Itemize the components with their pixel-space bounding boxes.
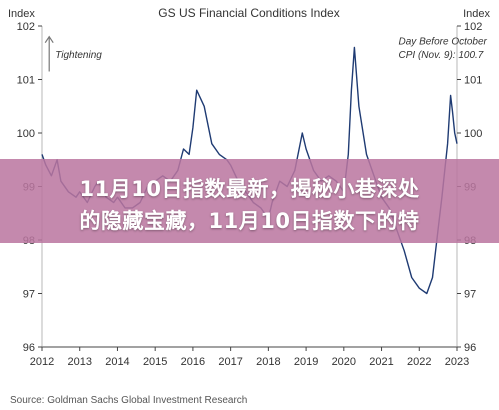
banner-line-2: 的隐藏宝藏，11月10日指数下的特 — [79, 209, 420, 233]
x-tick-label-2012: 2012 — [30, 356, 54, 368]
x-tick-label-2015: 2015 — [143, 356, 167, 368]
y-tick-label-left-101: 101 — [17, 75, 35, 87]
annotation-0: Tightening — [55, 50, 102, 61]
x-tick-label-2019: 2019 — [294, 356, 318, 368]
y-tick-label-left-97: 97 — [23, 289, 35, 301]
x-tick-label-2014: 2014 — [105, 356, 129, 368]
x-tick-label-2017: 2017 — [218, 356, 242, 368]
y-tick-label-right-100: 100 — [464, 128, 482, 140]
x-tick-label-2023: 2023 — [445, 356, 469, 368]
tightening-arrow-head — [44, 35, 54, 44]
y-tick-label-right-97: 97 — [464, 289, 476, 301]
overlay-banner: 11月10日指数最新，揭秘小巷深处 的隐藏宝藏，11月10日指数下的特 — [0, 159, 499, 243]
y-tick-label-right-101: 101 — [464, 75, 482, 87]
y-tick-label-left-102: 102 — [17, 21, 35, 33]
left-axis-label: Index — [8, 8, 35, 20]
x-tick-label-2021: 2021 — [369, 356, 393, 368]
annotation-1: Day Before October — [399, 37, 488, 48]
banner-line-1: 11月10日指数最新，揭秘小巷深处 — [79, 177, 420, 201]
y-tick-label-right-96: 96 — [464, 342, 476, 354]
source-note: Source: Goldman Sachs Global Investment … — [10, 395, 247, 406]
x-tick-label-2018: 2018 — [256, 356, 280, 368]
right-axis-label: Index — [463, 8, 490, 20]
y-tick-label-left-96: 96 — [23, 342, 35, 354]
x-tick-label-2013: 2013 — [67, 356, 91, 368]
annotation-2: CPI (Nov. 9): 100.7 — [399, 50, 484, 61]
y-tick-label-right-102: 102 — [464, 21, 482, 33]
x-tick-label-2020: 2020 — [332, 356, 356, 368]
chart-title: GS US Financial Conditions Index — [158, 6, 339, 20]
x-tick-label-2016: 2016 — [181, 356, 205, 368]
y-tick-label-left-100: 100 — [17, 128, 35, 140]
x-tick-label-2022: 2022 — [407, 356, 431, 368]
